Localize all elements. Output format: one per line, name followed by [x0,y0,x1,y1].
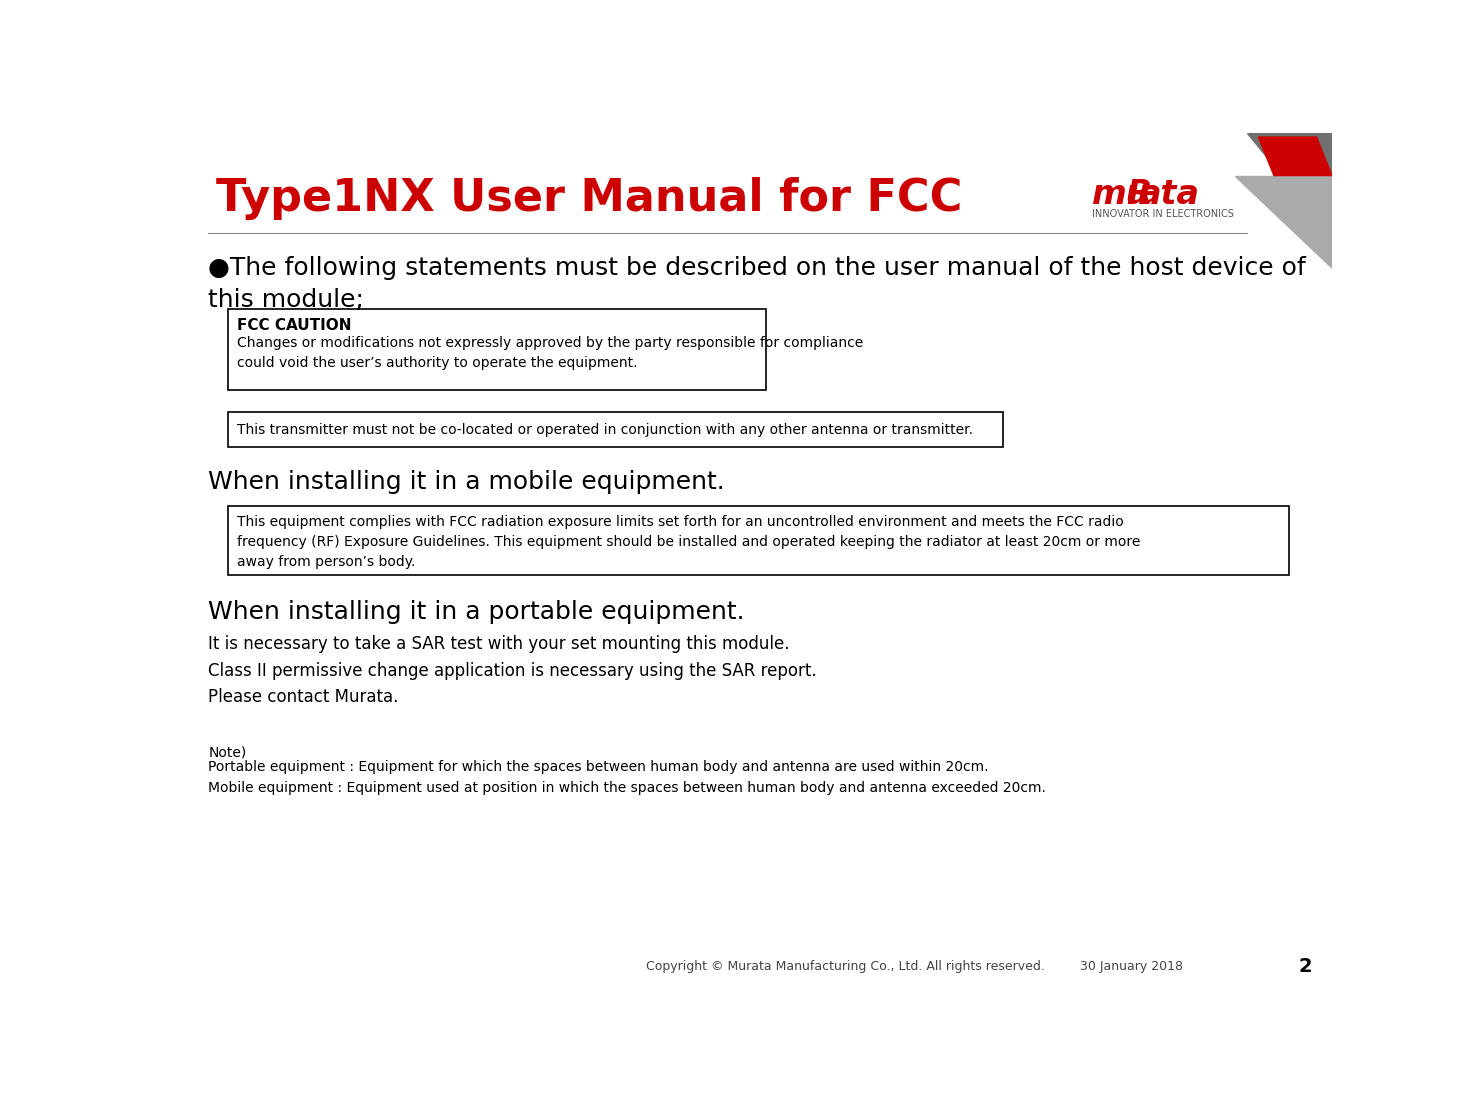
Text: This transmitter must not be co-located or operated in conjunction with any othe: This transmitter must not be co-located … [237,423,972,436]
Text: Copyright © Murata Manufacturing Co., Ltd. All rights reserved.: Copyright © Murata Manufacturing Co., Lt… [647,960,1045,972]
FancyBboxPatch shape [228,309,767,390]
Text: 30 January 2018: 30 January 2018 [1080,960,1183,972]
Text: 2: 2 [1298,957,1311,976]
FancyBboxPatch shape [228,412,1002,447]
Text: mu: mu [1092,179,1150,211]
Text: Note): Note) [209,745,247,759]
Text: Type1NX User Manual for FCC: Type1NX User Manual for FCC [216,178,962,220]
Text: When installing it in a mobile equipment.: When installing it in a mobile equipment… [209,471,725,494]
Text: R: R [1126,179,1153,211]
Text: Portable equipment : Equipment for which the spaces between human body and anten: Portable equipment : Equipment for which… [209,760,1046,795]
Text: Changes or modifications not expressly approved by the party responsible for com: Changes or modifications not expressly a… [237,335,863,370]
Text: ata: ata [1138,179,1199,211]
FancyBboxPatch shape [228,506,1289,575]
Text: ●The following statements must be described on the user manual of the host devic: ●The following statements must be descri… [209,256,1305,312]
Text: INNOVATOR IN ELECTRONICS: INNOVATOR IN ELECTRONICS [1092,209,1234,219]
Polygon shape [1258,137,1332,175]
Text: This equipment complies with FCC radiation exposure limits set forth for an unco: This equipment complies with FCC radiati… [237,515,1140,569]
Text: It is necessary to take a SAR test with your set mounting this module.
Class II : It is necessary to take a SAR test with … [209,635,817,706]
Polygon shape [1236,175,1332,268]
Polygon shape [1246,133,1332,238]
Text: FCC CAUTION: FCC CAUTION [237,317,351,333]
Text: When installing it in a portable equipment.: When installing it in a portable equipme… [209,599,744,624]
